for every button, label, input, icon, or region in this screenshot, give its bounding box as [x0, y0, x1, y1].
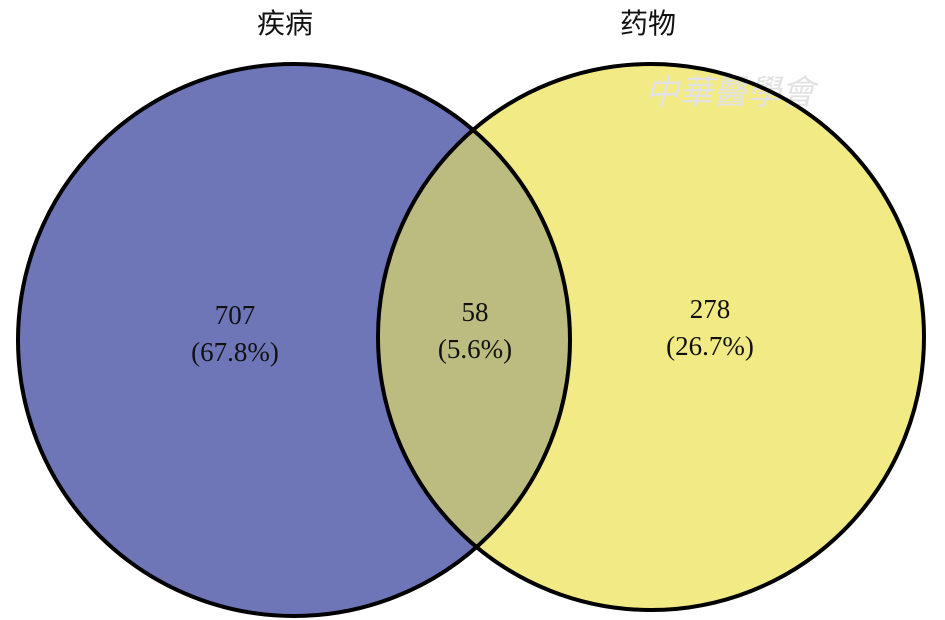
region-percent: (67.8%) [191, 337, 279, 367]
set-outline [16, 62, 572, 618]
region-count: 707 [215, 300, 256, 330]
set-title: 药物 [620, 7, 676, 40]
venn-region [473, 63, 924, 610]
region-percent: (26.7%) [666, 331, 754, 361]
venn-region [377, 129, 571, 547]
venn-region [18, 64, 477, 617]
region-count: 58 [462, 297, 489, 327]
watermark: 中華醫學會 [645, 73, 820, 113]
set-title: 疾病 [257, 7, 313, 40]
region-count: 278 [690, 294, 731, 324]
set-outline [376, 62, 926, 612]
region-percent: (5.6%) [438, 334, 512, 364]
